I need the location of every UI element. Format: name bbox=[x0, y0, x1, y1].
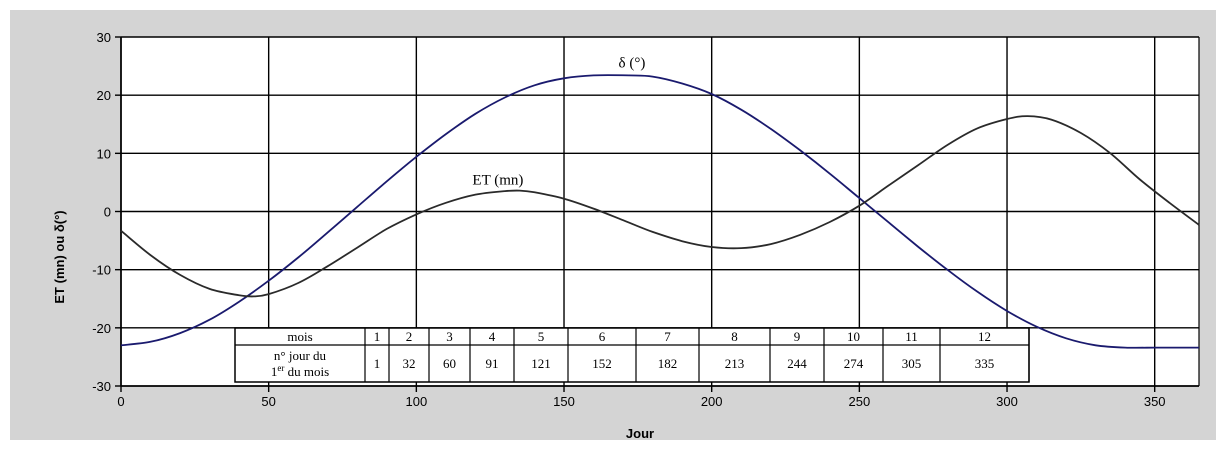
et-series-line bbox=[120, 115, 1200, 298]
table-header-mois: mois bbox=[287, 329, 312, 344]
x-tick-label: 50 bbox=[261, 394, 275, 409]
x-tick-label: 150 bbox=[553, 394, 575, 409]
x-tick-label: 0 bbox=[117, 394, 124, 409]
month-table: mois n° jour du 1er du mois 112323604915… bbox=[234, 327, 1030, 383]
table-day-cell: 305 bbox=[902, 356, 922, 371]
et-curve-label: ET (mn) bbox=[472, 173, 523, 189]
month-table-frame bbox=[234, 327, 1030, 383]
table-day-cell: 152 bbox=[592, 356, 612, 371]
table-month-cell: 10 bbox=[847, 329, 860, 344]
x-tick-label: 250 bbox=[849, 394, 871, 409]
y-tick-label: -30 bbox=[92, 379, 111, 394]
table-month-cell: 3 bbox=[446, 329, 453, 344]
table-month-cell: 8 bbox=[731, 329, 738, 344]
y-tick-label: 20 bbox=[97, 88, 111, 103]
table-month-cell: 1 bbox=[374, 329, 381, 344]
y-tick-label: 0 bbox=[104, 205, 111, 220]
table-month-cell: 4 bbox=[489, 329, 496, 344]
table-header-jour-line1: n° jour du bbox=[274, 348, 327, 363]
y-tick-label: -20 bbox=[92, 321, 111, 336]
table-month-cell: 9 bbox=[794, 329, 801, 344]
y-axis-label: ET (mn) ou δ(°) bbox=[52, 210, 67, 303]
table-day-cell: 213 bbox=[725, 356, 745, 371]
table-day-cell: 182 bbox=[658, 356, 678, 371]
table-day-cell: 32 bbox=[403, 356, 416, 371]
x-tick-label: 200 bbox=[701, 394, 723, 409]
table-day-cell: 121 bbox=[531, 356, 551, 371]
x-tick-label: 100 bbox=[405, 394, 427, 409]
table-month-cell: 2 bbox=[406, 329, 413, 344]
table-month-cell: 12 bbox=[978, 329, 991, 344]
table-month-cell: 6 bbox=[599, 329, 606, 344]
x-tick-label: 350 bbox=[1144, 394, 1166, 409]
table-month-cell: 11 bbox=[905, 329, 918, 344]
table-day-cell: 274 bbox=[844, 356, 864, 371]
delta-series-line bbox=[120, 74, 1199, 349]
table-day-cell: 60 bbox=[443, 356, 456, 371]
table-month-cell: 7 bbox=[664, 329, 671, 344]
table-day-cell: 1 bbox=[374, 356, 381, 371]
x-axis-label: Jour bbox=[626, 426, 654, 441]
y-tick-label: -10 bbox=[92, 263, 111, 278]
table-month-cell: 5 bbox=[538, 329, 545, 344]
y-tick-label: 30 bbox=[97, 30, 111, 45]
table-day-cell: 244 bbox=[787, 356, 807, 371]
delta-curve-label: δ (°) bbox=[619, 55, 646, 71]
table-header-jour-line2: 1er du mois bbox=[271, 363, 329, 379]
x-tick-label: 300 bbox=[996, 394, 1018, 409]
table-day-cell: 91 bbox=[486, 356, 499, 371]
table-day-cell: 335 bbox=[975, 356, 995, 371]
y-tick-label: 10 bbox=[97, 146, 111, 161]
